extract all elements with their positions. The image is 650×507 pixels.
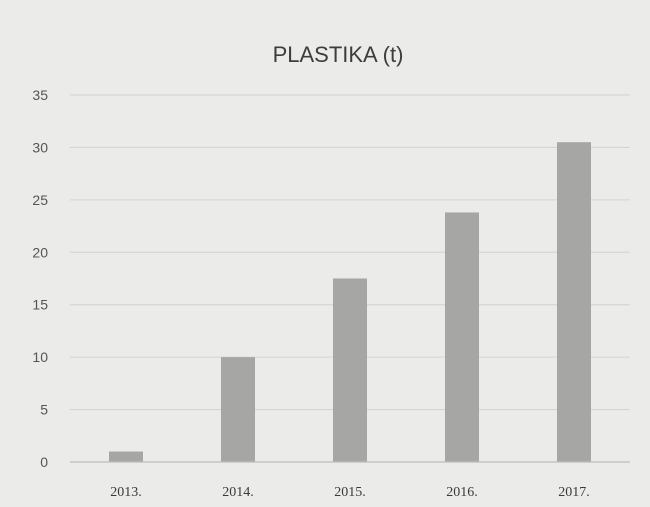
y-tick-label: 15 (32, 297, 48, 313)
x-tick-label: 2016. (446, 485, 478, 500)
x-axis-ticks: 2013. 2014. 2015. 2016. 2017. (110, 485, 590, 500)
y-tick-label: 20 (32, 244, 48, 260)
bar-2014 (221, 357, 255, 462)
y-tick-label: 0 (40, 454, 48, 470)
y-tick-label: 35 (32, 87, 48, 103)
y-tick-label: 10 (32, 349, 48, 365)
bar-2013 (109, 451, 143, 462)
chart-title: PLASTIKA (t) (273, 42, 404, 67)
bar-2017 (557, 142, 591, 462)
y-tick-label: 30 (32, 139, 48, 155)
bars (109, 142, 591, 462)
y-tick-label: 5 (40, 402, 48, 418)
x-tick-label: 2013. (110, 485, 142, 500)
x-tick-label: 2017. (558, 485, 590, 500)
y-tick-label: 25 (32, 192, 48, 208)
bar-2016 (445, 212, 479, 462)
x-tick-label: 2015. (334, 485, 366, 500)
y-axis-ticks: 0 5 10 15 20 25 30 35 (32, 87, 48, 470)
x-tick-label: 2014. (222, 485, 254, 500)
bar-2015 (333, 278, 367, 462)
